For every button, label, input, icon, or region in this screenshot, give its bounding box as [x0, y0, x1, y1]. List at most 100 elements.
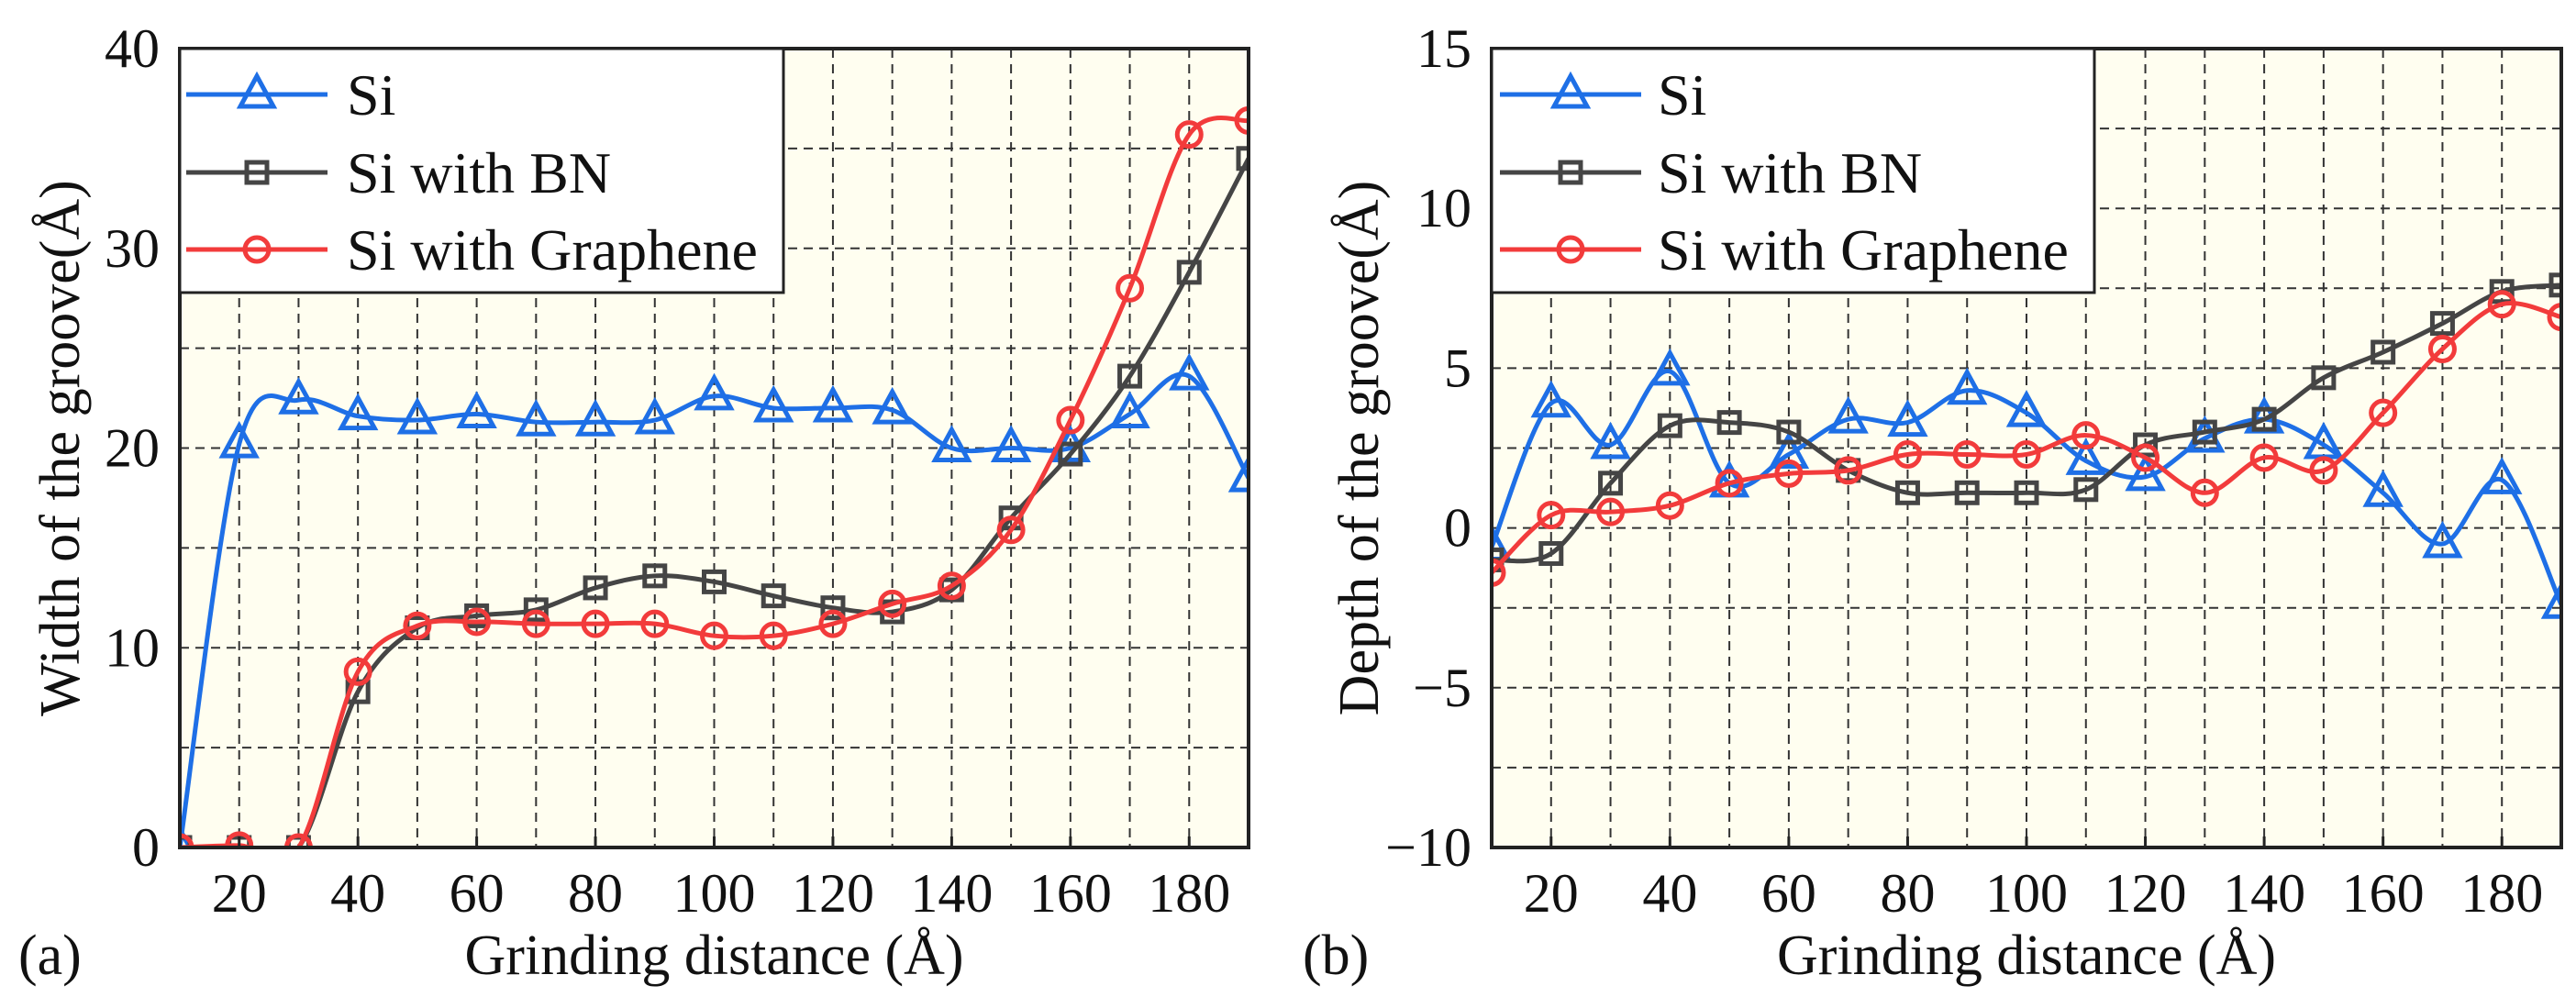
legend-triangle-icon [236, 71, 278, 109]
x-tick-label: 20 [212, 863, 267, 924]
data-point-circle [2131, 443, 2160, 472]
series-line-0 [180, 371, 1249, 847]
data-point-square [1117, 363, 1143, 389]
data-point-triangle [753, 384, 794, 423]
data-point-circle [878, 589, 907, 618]
data-point-circle [2369, 398, 2398, 427]
data-point-triangle [2422, 520, 2463, 559]
data-point-circle [2427, 334, 2457, 363]
data-point-circle [1056, 405, 1085, 435]
x-tick-label: 40 [330, 863, 385, 924]
data-point-circle [2487, 290, 2516, 319]
data-point-triangle [456, 391, 497, 428]
data-point-square [2073, 477, 2099, 503]
legend-item: Si with BN [1500, 140, 1922, 205]
data-point-circle [283, 833, 313, 847]
legend-item: Si [1500, 62, 1706, 127]
data-point-triangle [1768, 431, 1810, 469]
data-point-triangle [396, 396, 439, 435]
data-point-circle [2309, 456, 2338, 485]
data-point-triangle [2005, 389, 2048, 427]
series-group [180, 105, 1249, 847]
data-point-square [1954, 480, 1980, 505]
data-point-triangle [872, 386, 913, 425]
data-point-circle [818, 609, 848, 638]
data-point-triangle [1530, 380, 1571, 418]
data-point-triangle [516, 398, 557, 437]
data-point-triangle [990, 425, 1032, 462]
legend-label: Si with Graphene [1658, 217, 2069, 282]
data-point-circle [2190, 478, 2219, 507]
data-point-circle [937, 571, 966, 601]
data-point-circle [2547, 303, 2561, 332]
data-point-triangle [1169, 352, 1210, 391]
data-point-triangle [574, 398, 616, 437]
data-point-triangle [634, 396, 675, 435]
data-point-triangle [812, 384, 854, 423]
data-point-triangle [931, 425, 972, 462]
data-point-square [1657, 413, 1682, 438]
data-point-circle [2012, 439, 2041, 469]
data-point-circle [521, 609, 550, 638]
data-point-circle [1596, 497, 1626, 526]
legend-item: Si with Graphene [186, 217, 758, 282]
data-point-circle [1655, 491, 1684, 520]
legend-item: Si with Graphene [1500, 217, 2069, 282]
y-axis-title: Width of the groove(Å) [29, 180, 92, 716]
data-point-triangle [694, 372, 735, 411]
data-point-square [2429, 311, 2455, 337]
x-tick-label: 180 [1148, 863, 1230, 924]
data-point-circle [225, 831, 254, 847]
legend: Si Si with BN Si with Graphene [178, 47, 785, 294]
data-point-square [761, 583, 786, 609]
data-point-triangle [278, 377, 319, 415]
y-tick-label: 40 [105, 18, 160, 79]
data-point-square [2371, 339, 2396, 365]
data-point-triangle [1887, 399, 1928, 438]
x-tick-label: 80 [568, 863, 623, 924]
y-tick-label: 20 [105, 418, 160, 479]
legend-square-icon [244, 160, 270, 185]
x-axis-title: Grinding distance (Å) [1777, 925, 2276, 987]
data-point-triangle [1109, 391, 1150, 428]
series-group [1492, 272, 2561, 619]
data-point-square [1598, 471, 1624, 496]
data-point-circle [759, 621, 788, 650]
x-tick-label: 60 [450, 863, 505, 924]
data-point-square [2548, 272, 2561, 298]
x-tick-label: 100 [1985, 863, 2068, 924]
series-line-0 [1492, 369, 2561, 606]
panel-label: (a) [18, 925, 82, 987]
data-point-circle [640, 609, 670, 638]
legend-item: Si [186, 62, 395, 127]
x-tick-label: 180 [2460, 863, 2543, 924]
data-point-square [2311, 365, 2337, 391]
legend-label: Si with BN [1658, 140, 1922, 205]
chart-b: 20 40 60 80 100 120 140 160 180 −10 −5 0 5 10 15 Grindi… [1303, 18, 2563, 987]
data-point-circle [1774, 459, 1804, 488]
data-point-circle [462, 607, 492, 637]
data-point-square [583, 575, 608, 601]
data-point-circle [343, 657, 372, 686]
data-point-square [2192, 419, 2217, 445]
data-point-circle [403, 611, 432, 640]
data-point-square [2489, 279, 2515, 305]
x-tick-label: 40 [1642, 863, 1697, 924]
y-tick-label: 0 [1444, 498, 1471, 559]
data-point-circle [1715, 469, 1744, 498]
legend-label: Si with BN [347, 140, 611, 205]
x-tick-label: 140 [910, 863, 993, 924]
data-point-triangle [2065, 438, 2106, 475]
x-tick-label: 160 [2342, 863, 2425, 924]
data-point-circle [1174, 120, 1204, 150]
y-tick-label: 10 [105, 617, 160, 678]
data-point-triangle [1227, 454, 1249, 493]
y-tick-label: 0 [132, 817, 160, 878]
y-tick-label: −10 [1385, 817, 1471, 878]
data-point-circle [1952, 439, 1982, 469]
data-point-square [1236, 146, 1249, 172]
data-point-square [642, 563, 668, 589]
data-point-triangle [337, 393, 379, 431]
chart-a: 20 40 60 80 100 120 140 160 180 0 10 20 30 40 Grinding… [18, 18, 1250, 987]
legend-item: Si with BN [186, 140, 611, 205]
